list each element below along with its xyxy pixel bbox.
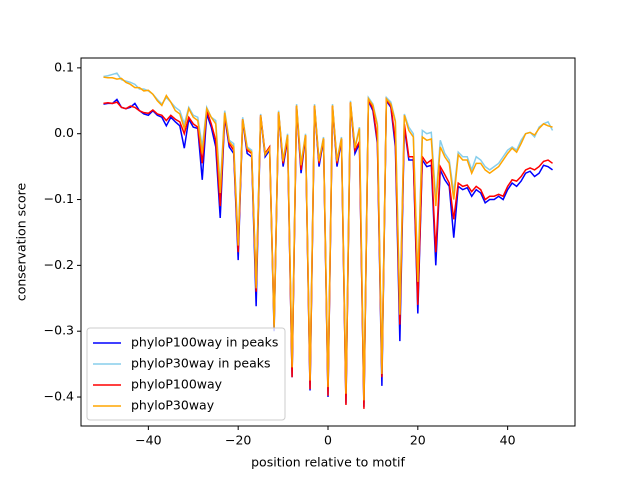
- data-line: [103, 76, 553, 401]
- y-tick-label: −0.2: [44, 257, 74, 272]
- y-tick-label: 0.1: [54, 59, 74, 74]
- data-line: [103, 98, 553, 407]
- x-tick-label: −40: [135, 433, 161, 448]
- x-tick-label: −20: [225, 433, 251, 448]
- y-tick-label: 0.0: [54, 125, 74, 140]
- x-axis-label: position relative to motif: [251, 455, 405, 470]
- legend-label: phyloP30way: [131, 398, 215, 413]
- data-line: [103, 97, 553, 409]
- x-tick-label: 0: [324, 433, 332, 448]
- y-tick-label: −0.3: [44, 323, 74, 338]
- legend-box: [86, 327, 286, 421]
- y-tick-label: −0.4: [44, 389, 74, 404]
- plot-frame: [80, 57, 576, 427]
- legend-label: phyloP100way in peaks: [131, 335, 278, 350]
- x-tick-label: 40: [500, 433, 516, 448]
- x-tick-label: 20: [410, 433, 426, 448]
- legend-label: phyloP30way in peaks: [131, 356, 270, 371]
- y-axis-label: conservation score: [14, 183, 29, 302]
- legend-label: phyloP100way: [131, 377, 223, 392]
- y-tick-label: −0.1: [44, 191, 74, 206]
